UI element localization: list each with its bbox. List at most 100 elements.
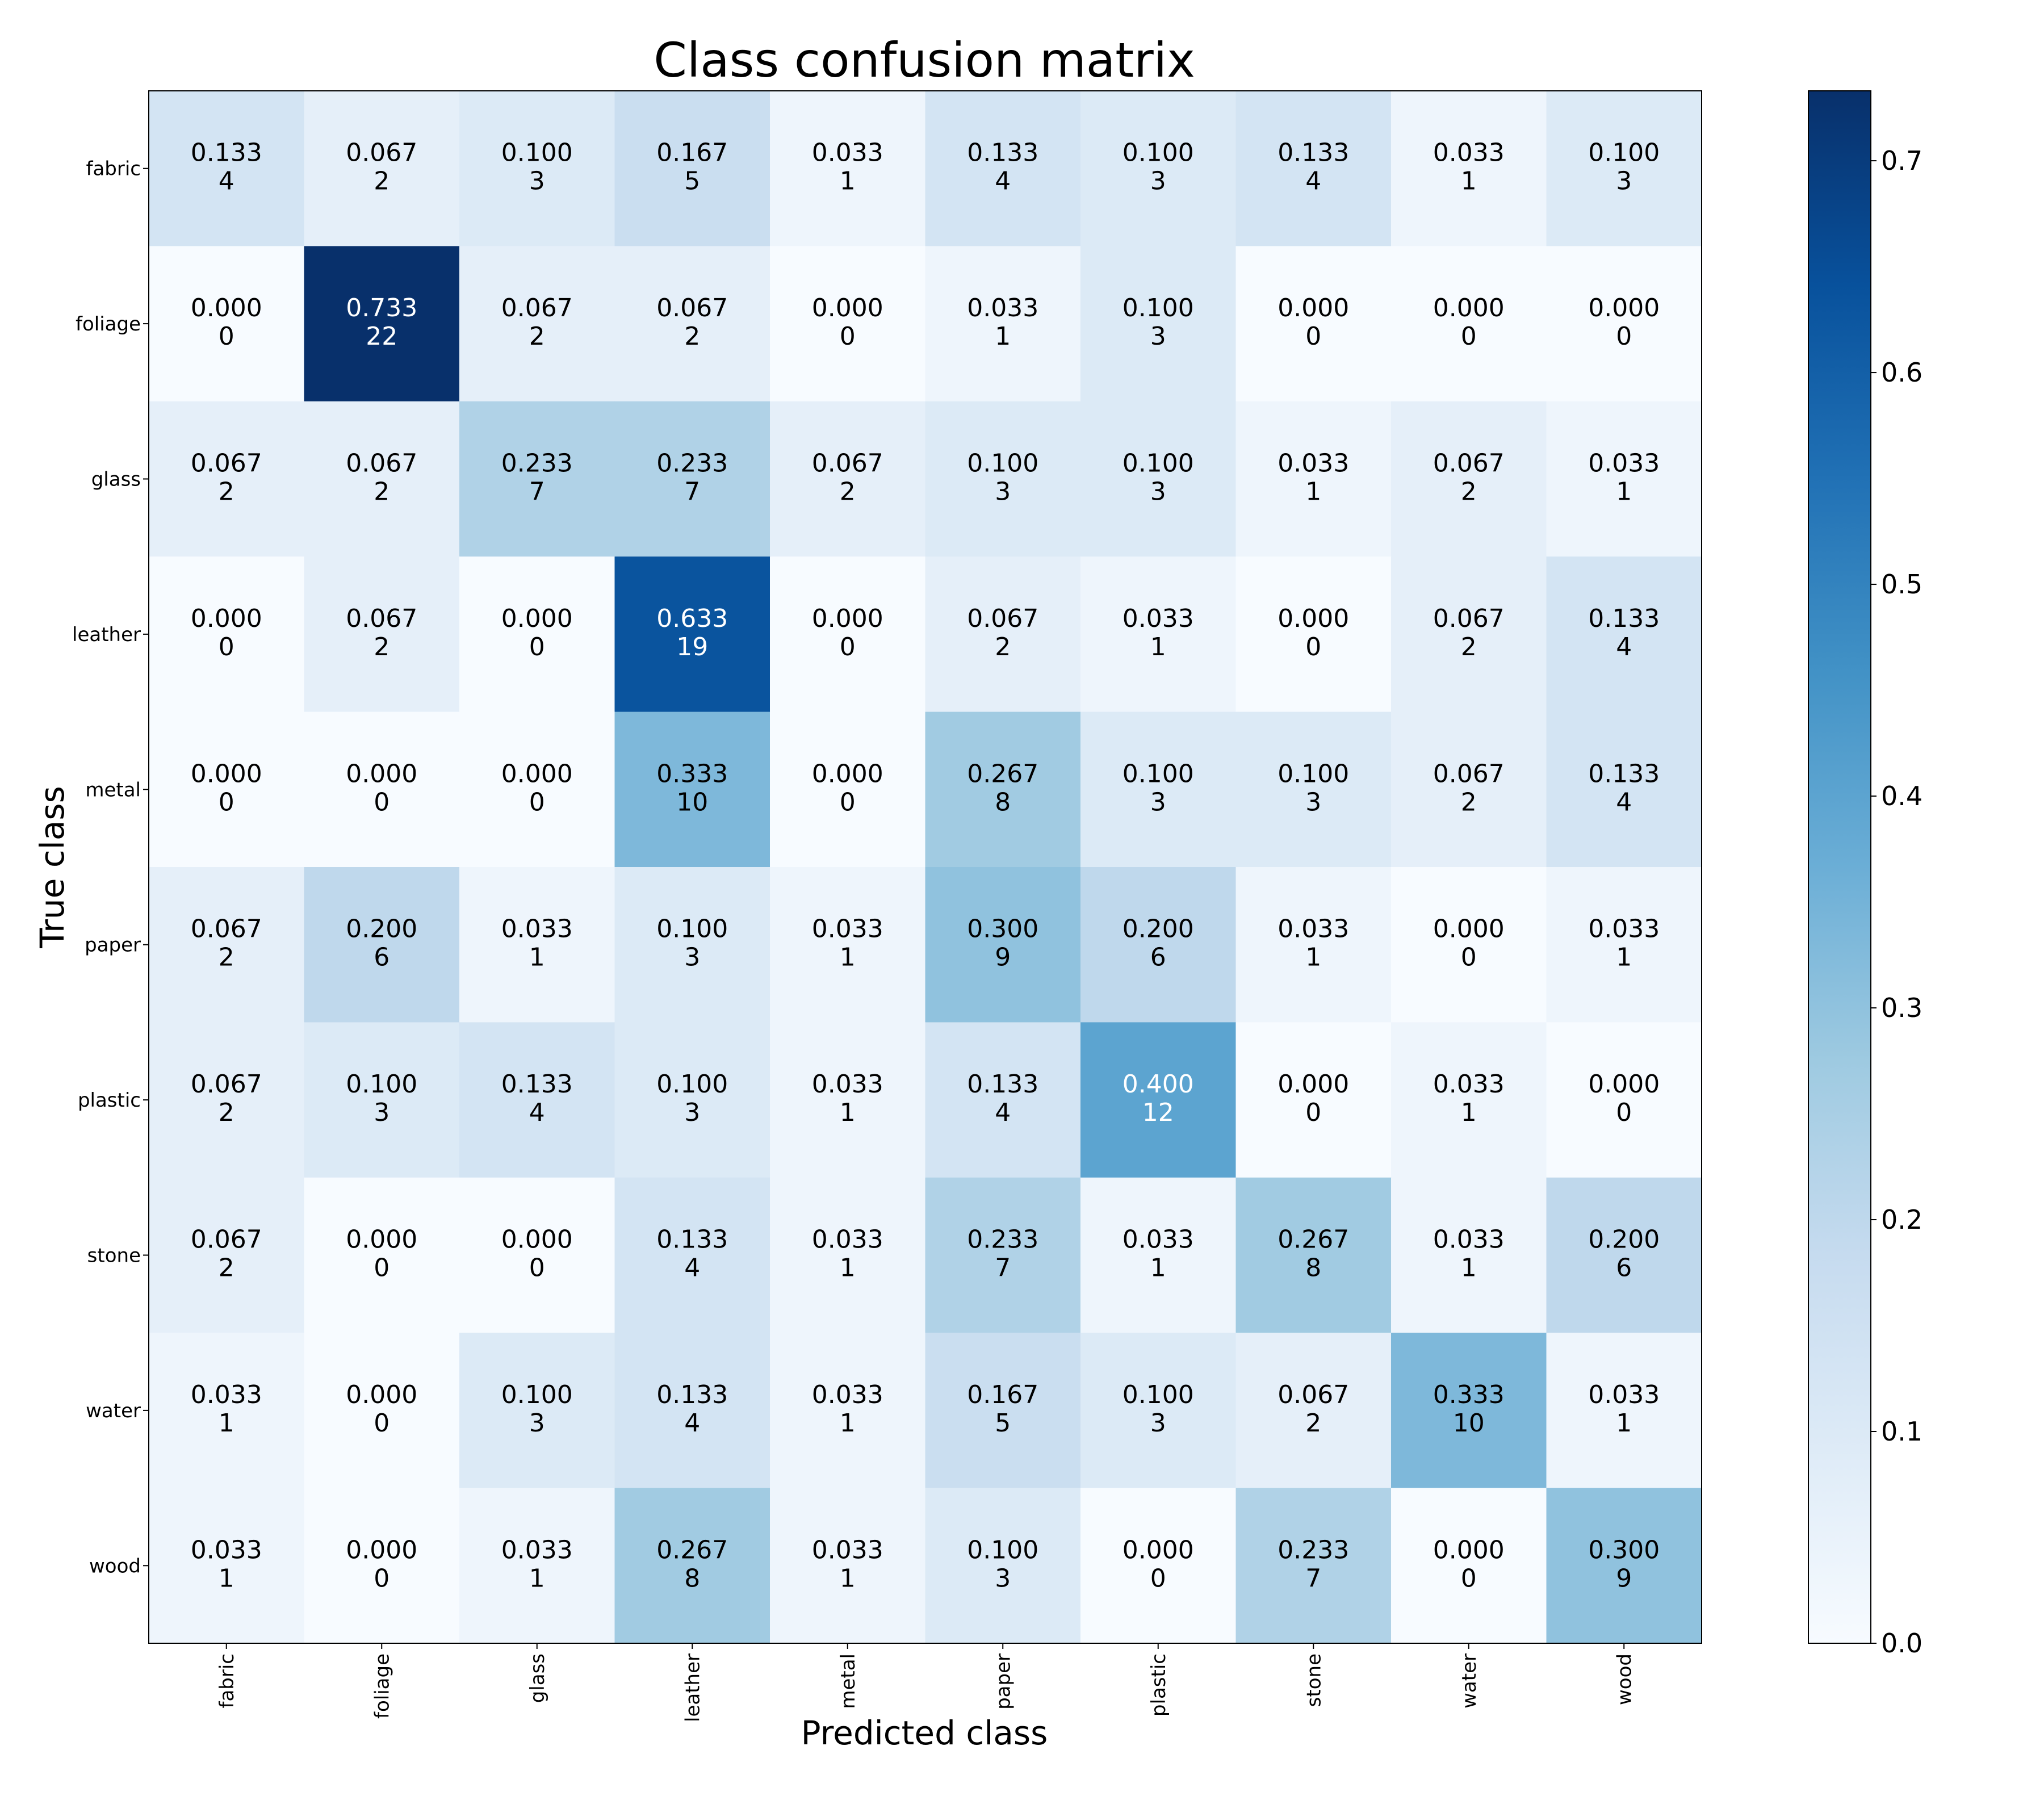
cell-value-label: 0.067 <box>656 294 728 323</box>
heatmap-cell-metal-stone <box>1235 711 1392 868</box>
cell-count-label: 1 <box>1461 1098 1477 1127</box>
cell-value-label: 0.033 <box>1433 1070 1505 1099</box>
heatmap-cell-metal-leather <box>614 711 770 868</box>
heatmap-cell-water-paper <box>925 1333 1081 1489</box>
x-tick-label: metal <box>837 1653 860 1709</box>
cell-value-label: 0.133 <box>656 1225 728 1254</box>
y-tick-label: stone <box>87 1245 141 1267</box>
heatmap-cell-paper-glass <box>459 867 615 1023</box>
cell-count-label: 8 <box>995 788 1011 817</box>
heatmap-cell-stone-metal <box>770 1177 926 1333</box>
heatmap-cell-fabric-plastic <box>1080 91 1237 246</box>
cell-count-label: 0 <box>1305 322 1321 351</box>
heatmap-cell-paper-foliage <box>304 867 460 1023</box>
cell-value-label: 0.000 <box>1433 294 1505 323</box>
heatmap-cell-stone-paper <box>925 1177 1081 1333</box>
y-tick-label: foliage <box>76 313 141 336</box>
heatmap-cell-foliage-plastic <box>1080 246 1237 402</box>
cell-value-label: 0.033 <box>1278 449 1349 478</box>
cell-value-label: 0.067 <box>346 449 417 478</box>
cell-value-label: 0.133 <box>967 1070 1038 1099</box>
cell-count-label: 4 <box>529 1098 545 1127</box>
cell-count-label: 4 <box>1305 167 1321 196</box>
cell-count-label: 0 <box>1461 322 1477 351</box>
heatmap-cell-glass-wood <box>1546 401 1702 557</box>
cell-count-label: 22 <box>366 322 397 351</box>
cell-count-label: 0 <box>1305 633 1321 662</box>
cell-value-label: 0.067 <box>191 449 262 478</box>
cell-count-label: 1 <box>1616 943 1632 972</box>
cell-count-label: 0 <box>840 633 856 662</box>
cell-count-label: 1 <box>840 167 856 196</box>
y-axis-ticks: fabric foliage glass leather metal paper plast… <box>72 158 149 1577</box>
heatmap-cell-glass-foliage <box>304 401 460 557</box>
heatmap-cells <box>149 91 1702 1644</box>
cell-value-label: 0.100 <box>501 139 573 168</box>
cell-count-label: 1 <box>529 1564 545 1593</box>
heatmap-cell-metal-paper <box>925 711 1081 868</box>
x-tick-label: wood <box>1613 1653 1636 1705</box>
cell-count-label: 3 <box>684 943 700 972</box>
heatmap-cell-water-foliage <box>304 1333 460 1489</box>
heatmap-cell-paper-metal <box>770 867 926 1023</box>
cell-count-label: 1 <box>840 1409 856 1438</box>
cell-value-label: 0.100 <box>1122 759 1194 788</box>
cell-value-label: 0.033 <box>812 915 883 944</box>
heatmap-cell-water-metal <box>770 1333 926 1489</box>
heatmap-cell-plastic-water <box>1391 1022 1547 1178</box>
heatmap-cell-paper-plastic <box>1080 867 1237 1023</box>
heatmap-cell-paper-fabric <box>149 867 305 1023</box>
cell-count-label: 9 <box>1616 1564 1632 1593</box>
colorbar <box>1808 90 1871 1644</box>
cell-count-label: 8 <box>684 1564 700 1593</box>
cell-value-label: 0.133 <box>1278 139 1349 168</box>
cell-count-label: 0 <box>374 788 389 817</box>
x-tick-label: plastic <box>1147 1653 1170 1716</box>
heatmap-cell-glass-stone <box>1235 401 1392 557</box>
x-tick-label: water <box>1458 1653 1481 1709</box>
cell-value-label: 0.267 <box>1278 1225 1349 1254</box>
y-tick-label: paper <box>85 934 141 957</box>
cell-value-label: 0.067 <box>346 604 417 633</box>
heatmap-cell-fabric-wood <box>1546 91 1702 246</box>
heatmap-cell-glass-plastic <box>1080 401 1237 557</box>
cell-count-label: 2 <box>219 1254 234 1283</box>
cell-count-label: 8 <box>1305 1254 1321 1283</box>
cell-value-label: 0.000 <box>1588 294 1660 323</box>
cell-count-label: 2 <box>1461 633 1477 662</box>
cell-count-label: 1 <box>1616 478 1632 506</box>
cell-value-label: 0.167 <box>656 139 728 168</box>
cell-count-label: 1 <box>1150 633 1166 662</box>
heatmap-cell-paper-wood <box>1546 867 1702 1023</box>
cell-value-label: 0.033 <box>967 294 1038 323</box>
cell-value-label: 0.100 <box>501 1380 573 1409</box>
chart-title: Class confusion matrix <box>654 32 1195 88</box>
cell-count-label: 1 <box>529 943 545 972</box>
heatmap-cell-wood-foliage <box>304 1488 460 1644</box>
cell-value-label: 0.100 <box>1122 1380 1194 1409</box>
cell-value-label: 0.133 <box>191 139 262 168</box>
heatmap-cell-stone-wood <box>1546 1177 1702 1333</box>
cell-value-label: 0.033 <box>1433 139 1505 168</box>
heatmap-cell-paper-water <box>1391 867 1547 1023</box>
heatmap-cell-plastic-metal <box>770 1022 926 1178</box>
cell-value-label: 0.200 <box>346 915 417 944</box>
cell-count-label: 7 <box>529 478 545 506</box>
heatmap-cell-stone-leather <box>614 1177 770 1333</box>
cell-count-label: 0 <box>374 1564 389 1593</box>
cell-count-label: 5 <box>684 167 700 196</box>
heatmap-cell-glass-paper <box>925 401 1081 557</box>
cell-value-label: 0.033 <box>1588 915 1660 944</box>
cell-count-label: 2 <box>684 322 700 351</box>
heatmap-cell-foliage-foliage <box>304 246 460 402</box>
heatmap-cell-plastic-foliage <box>304 1022 460 1178</box>
colorbar-tick-label: 0.1 <box>1881 1416 1922 1447</box>
heatmap-cell-metal-foliage <box>304 711 460 868</box>
cell-count-label: 0 <box>374 1409 389 1438</box>
cell-count-label: 2 <box>219 478 234 506</box>
plot-frame <box>148 90 1702 1644</box>
cell-count-label: 3 <box>684 1098 700 1127</box>
x-tick-label: paper <box>992 1653 1015 1710</box>
cell-count-label: 0 <box>219 322 234 351</box>
heatmap-cell-plastic-fabric <box>149 1022 305 1178</box>
